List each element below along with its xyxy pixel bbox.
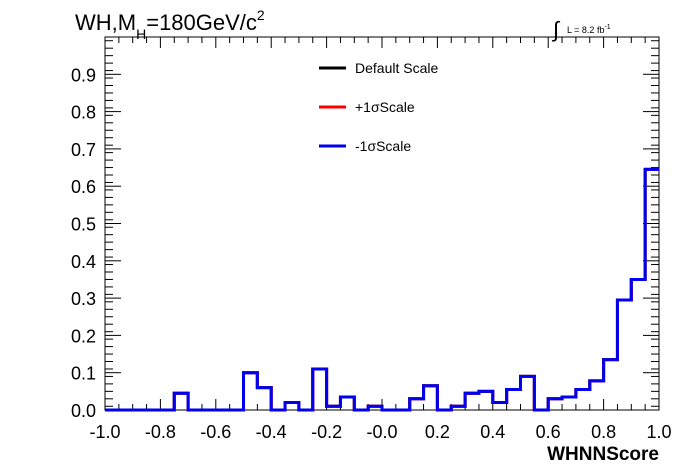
series-line-1 bbox=[105, 167, 659, 412]
x-tick-label: 0.4 bbox=[480, 422, 505, 442]
x-tick-label: 1.0 bbox=[646, 422, 671, 442]
y-axis: 0.0 0.1 0.2 0.3 0.4 0.5 0.6 0.7 0.8 0.9 bbox=[71, 40, 659, 421]
y-tick-label: 0.3 bbox=[71, 289, 96, 309]
y-tick-label: 0.5 bbox=[71, 215, 96, 235]
y-tick-label: 0.0 bbox=[71, 401, 96, 421]
x-tick-label: -0.4 bbox=[256, 422, 287, 442]
lumi-label: L = 8.2 fb-1 bbox=[567, 24, 611, 35]
x-tick-label: 0.8 bbox=[591, 422, 616, 442]
x-tick-label: -0.8 bbox=[145, 422, 176, 442]
y-tick-label: 0.7 bbox=[71, 140, 96, 160]
series-group bbox=[105, 167, 659, 412]
legend-label: +1σScale bbox=[355, 99, 415, 115]
y-tick-label: 0.2 bbox=[71, 326, 96, 346]
series-line-0 bbox=[105, 167, 659, 412]
x-tick-label: -0.6 bbox=[200, 422, 231, 442]
x-tick-label: 0.6 bbox=[536, 422, 561, 442]
legend-label: -1σScale bbox=[355, 138, 411, 154]
x-axis: -1.0 -0.8 -0.6 -0.4 -0.2 -0.0 0.2 0.4 0.6 0.8 1.0 bbox=[89, 37, 672, 442]
y-tick-label: 0.6 bbox=[71, 177, 96, 197]
series-line-2 bbox=[105, 167, 659, 412]
x-axis-label: WHNNScore bbox=[547, 444, 659, 465]
lumi-integral-symbol: ∫ bbox=[551, 17, 561, 42]
x-tick-label: 0.2 bbox=[425, 422, 450, 442]
chart-title: WH,MH=180GeV/c2 bbox=[75, 7, 265, 42]
y-tick-label: 0.1 bbox=[71, 364, 96, 384]
x-tick-label: -0.0 bbox=[366, 422, 397, 442]
legend: Default Scale +1σScale -1σScale bbox=[319, 60, 438, 154]
plot-frame bbox=[104, 36, 660, 411]
x-tick-label: -0.2 bbox=[311, 422, 342, 442]
y-tick-label: 0.8 bbox=[71, 103, 96, 123]
legend-label: Default Scale bbox=[355, 60, 438, 76]
x-tick-label: -1.0 bbox=[89, 422, 120, 442]
y-tick-label: 0.9 bbox=[71, 65, 96, 85]
y-tick-label: 0.4 bbox=[71, 252, 96, 272]
